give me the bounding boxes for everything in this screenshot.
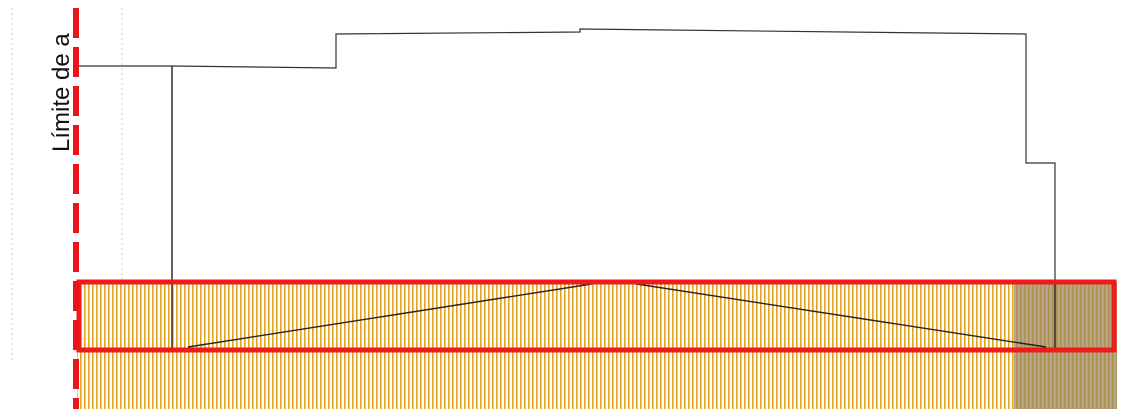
building-outline — [77, 28, 1056, 282]
diagonal-line-left — [187, 282, 599, 348]
highlight-rectangle — [76, 279, 1117, 353]
boundary-label: Límite de a — [48, 33, 75, 152]
hatched-ground-band — [77, 282, 1117, 409]
diagonal-line-right — [629, 282, 1047, 348]
dark-hatched-column — [1014, 282, 1117, 409]
